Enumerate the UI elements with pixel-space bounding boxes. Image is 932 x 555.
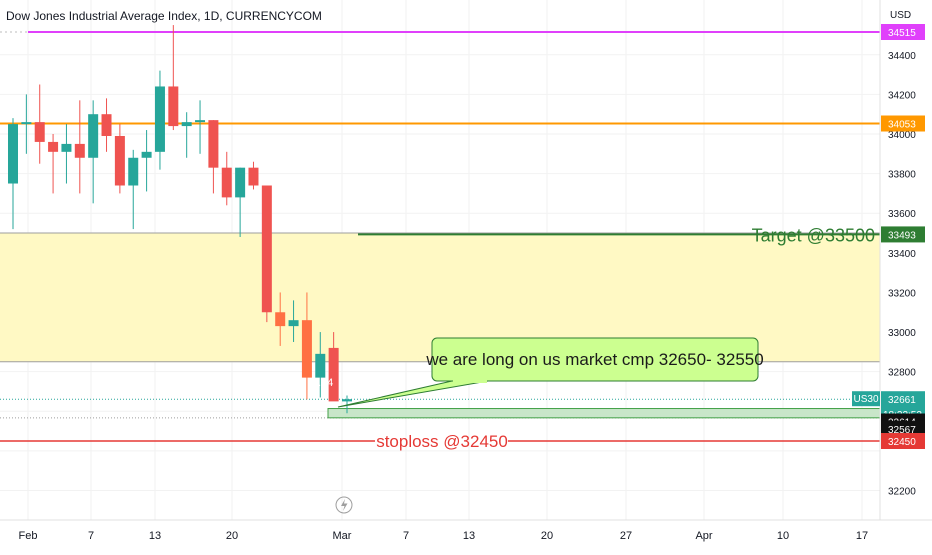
candle-body [154, 86, 165, 152]
candle-body [301, 320, 312, 378]
candle-body [141, 151, 152, 158]
x-tick-label: 17 [856, 530, 868, 542]
axis-tag-34515: 34515 [888, 28, 916, 39]
y-tick-label: 34200 [888, 90, 916, 101]
y-tick-label: 33400 [888, 249, 916, 260]
candles-layer [8, 25, 352, 414]
y-tick-label: 34000 [888, 130, 916, 141]
candle-body [288, 320, 299, 327]
symbol-tag: US30 [853, 394, 878, 405]
partial-label: .14 [318, 377, 333, 389]
x-tick-label: 13 [149, 530, 161, 542]
callout-pointer [337, 380, 489, 408]
candle-body [195, 120, 206, 123]
candle-body [328, 347, 339, 402]
x-tick-label: Feb [19, 530, 38, 542]
axis-tag-34053: 34053 [888, 120, 916, 131]
stoploss-label: stoploss @32450 [376, 432, 508, 451]
x-tick-label: 7 [88, 530, 94, 542]
candle-body [101, 114, 112, 136]
candle-body [181, 122, 192, 127]
candle-body [114, 135, 125, 186]
x-tick-label: Mar [333, 530, 352, 542]
candle-body [221, 167, 232, 198]
y-tick-label: 33200 [888, 288, 916, 299]
position-box [327, 408, 881, 419]
candle-body [208, 120, 219, 168]
flash-icon-bolt [341, 499, 348, 511]
candle-body [8, 124, 18, 184]
x-tick-label: 20 [226, 530, 238, 542]
candle-body [168, 86, 179, 127]
x-tick-label: 27 [620, 530, 632, 542]
last-price-label: 32661 [888, 395, 916, 406]
axis-tag-32567: 32567 [888, 425, 916, 436]
y-tick-label: 32200 [888, 487, 916, 498]
candle-body [128, 157, 139, 186]
axis-tag-32567-bg [881, 420, 925, 437]
axis-tag-33493: 33493 [888, 230, 916, 241]
candle-body [48, 141, 59, 152]
currency-label: USD [890, 10, 911, 21]
x-tick-label: 10 [777, 530, 789, 542]
candle-body [61, 143, 72, 152]
y-tick-label: 34400 [888, 51, 916, 62]
axis-layer: USD 32200 32800 33000 33200 33400 33600 33800 34… [0, 0, 932, 542]
x-tick-label: 7 [403, 530, 409, 542]
chart-title: Dow Jones Industrial Average Index, 1D, … [6, 9, 322, 23]
annotation-layer: we are long on us market cmp 32650- 3255… [318, 225, 875, 514]
x-tick-label: 13 [463, 530, 475, 542]
callout-text: we are long on us market cmp 32650- 3255… [425, 350, 763, 369]
callout-join [453, 379, 487, 383]
flash-icon [335, 496, 353, 514]
y-tick-label: 33600 [888, 209, 916, 220]
target-label: Target @33500 [752, 225, 875, 245]
y-tick-label: 33800 [888, 170, 916, 181]
candle-body [275, 312, 286, 327]
lines-layer [0, 31, 881, 442]
candle-body [248, 167, 259, 186]
symbol-tag-bg [852, 391, 880, 407]
axis-tag-34515-bg [881, 24, 925, 40]
candle-body [315, 353, 326, 378]
callout-box [431, 337, 759, 382]
axis-tag-32450: 32450 [888, 437, 916, 448]
axis-tag-32450-bg [881, 433, 925, 449]
candle-body [88, 114, 99, 158]
candle-body [261, 185, 272, 313]
x-tick-label: Apr [695, 530, 712, 542]
axis-tag-34053-bg [881, 115, 925, 132]
candle-body [74, 143, 85, 158]
candle-body [342, 399, 352, 402]
y-tick-label: 33000 [888, 328, 916, 339]
y-tick-label: 32800 [888, 368, 916, 379]
candle-body [235, 167, 246, 198]
x-tick-label: 20 [541, 530, 553, 542]
axis-tag-33493-bg [881, 226, 925, 243]
candle-body [34, 122, 45, 142]
candle-body [21, 122, 32, 125]
